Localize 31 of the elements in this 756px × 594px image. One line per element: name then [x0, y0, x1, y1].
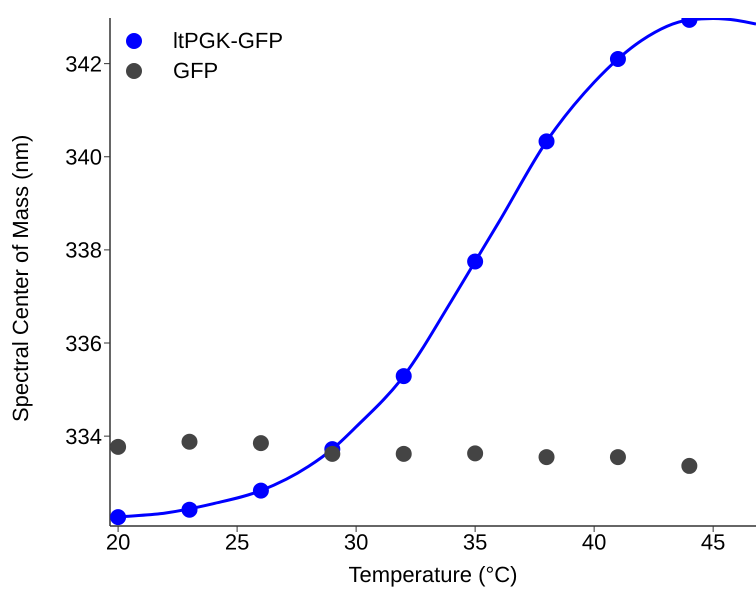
x-tick-label: 25	[224, 530, 250, 555]
y-tick-label: 338	[65, 238, 102, 263]
y-tick-label: 336	[65, 330, 102, 356]
legend-label: GFP	[173, 58, 218, 84]
point	[182, 502, 198, 518]
y-tick-label: 334	[65, 424, 102, 449]
point	[538, 449, 555, 466]
x-tick-label: 40	[582, 530, 606, 555]
point	[467, 445, 484, 462]
point	[610, 449, 626, 466]
x-axis-title: Temperature (°C)	[348, 562, 518, 587]
point	[324, 446, 340, 462]
point	[110, 509, 126, 526]
x-tick-label: 35	[462, 530, 488, 555]
y-axis-title: Spectral Center of Mass (nm)	[8, 134, 33, 422]
legend-label: ltPGK-GFP	[173, 28, 284, 54]
y-tick-label: 340	[65, 144, 102, 170]
point	[182, 434, 198, 450]
point	[110, 438, 126, 455]
point	[681, 458, 698, 474]
point	[538, 133, 555, 150]
point	[467, 254, 484, 270]
y-tick-label: 342	[65, 51, 102, 76]
point	[610, 50, 626, 67]
x-tick-label: 45	[700, 530, 726, 555]
point	[252, 435, 269, 452]
x-tick-label: 20	[106, 530, 130, 555]
x-tick-label: 30	[344, 530, 368, 555]
point	[252, 482, 269, 499]
point	[396, 368, 412, 384]
point	[396, 446, 412, 462]
